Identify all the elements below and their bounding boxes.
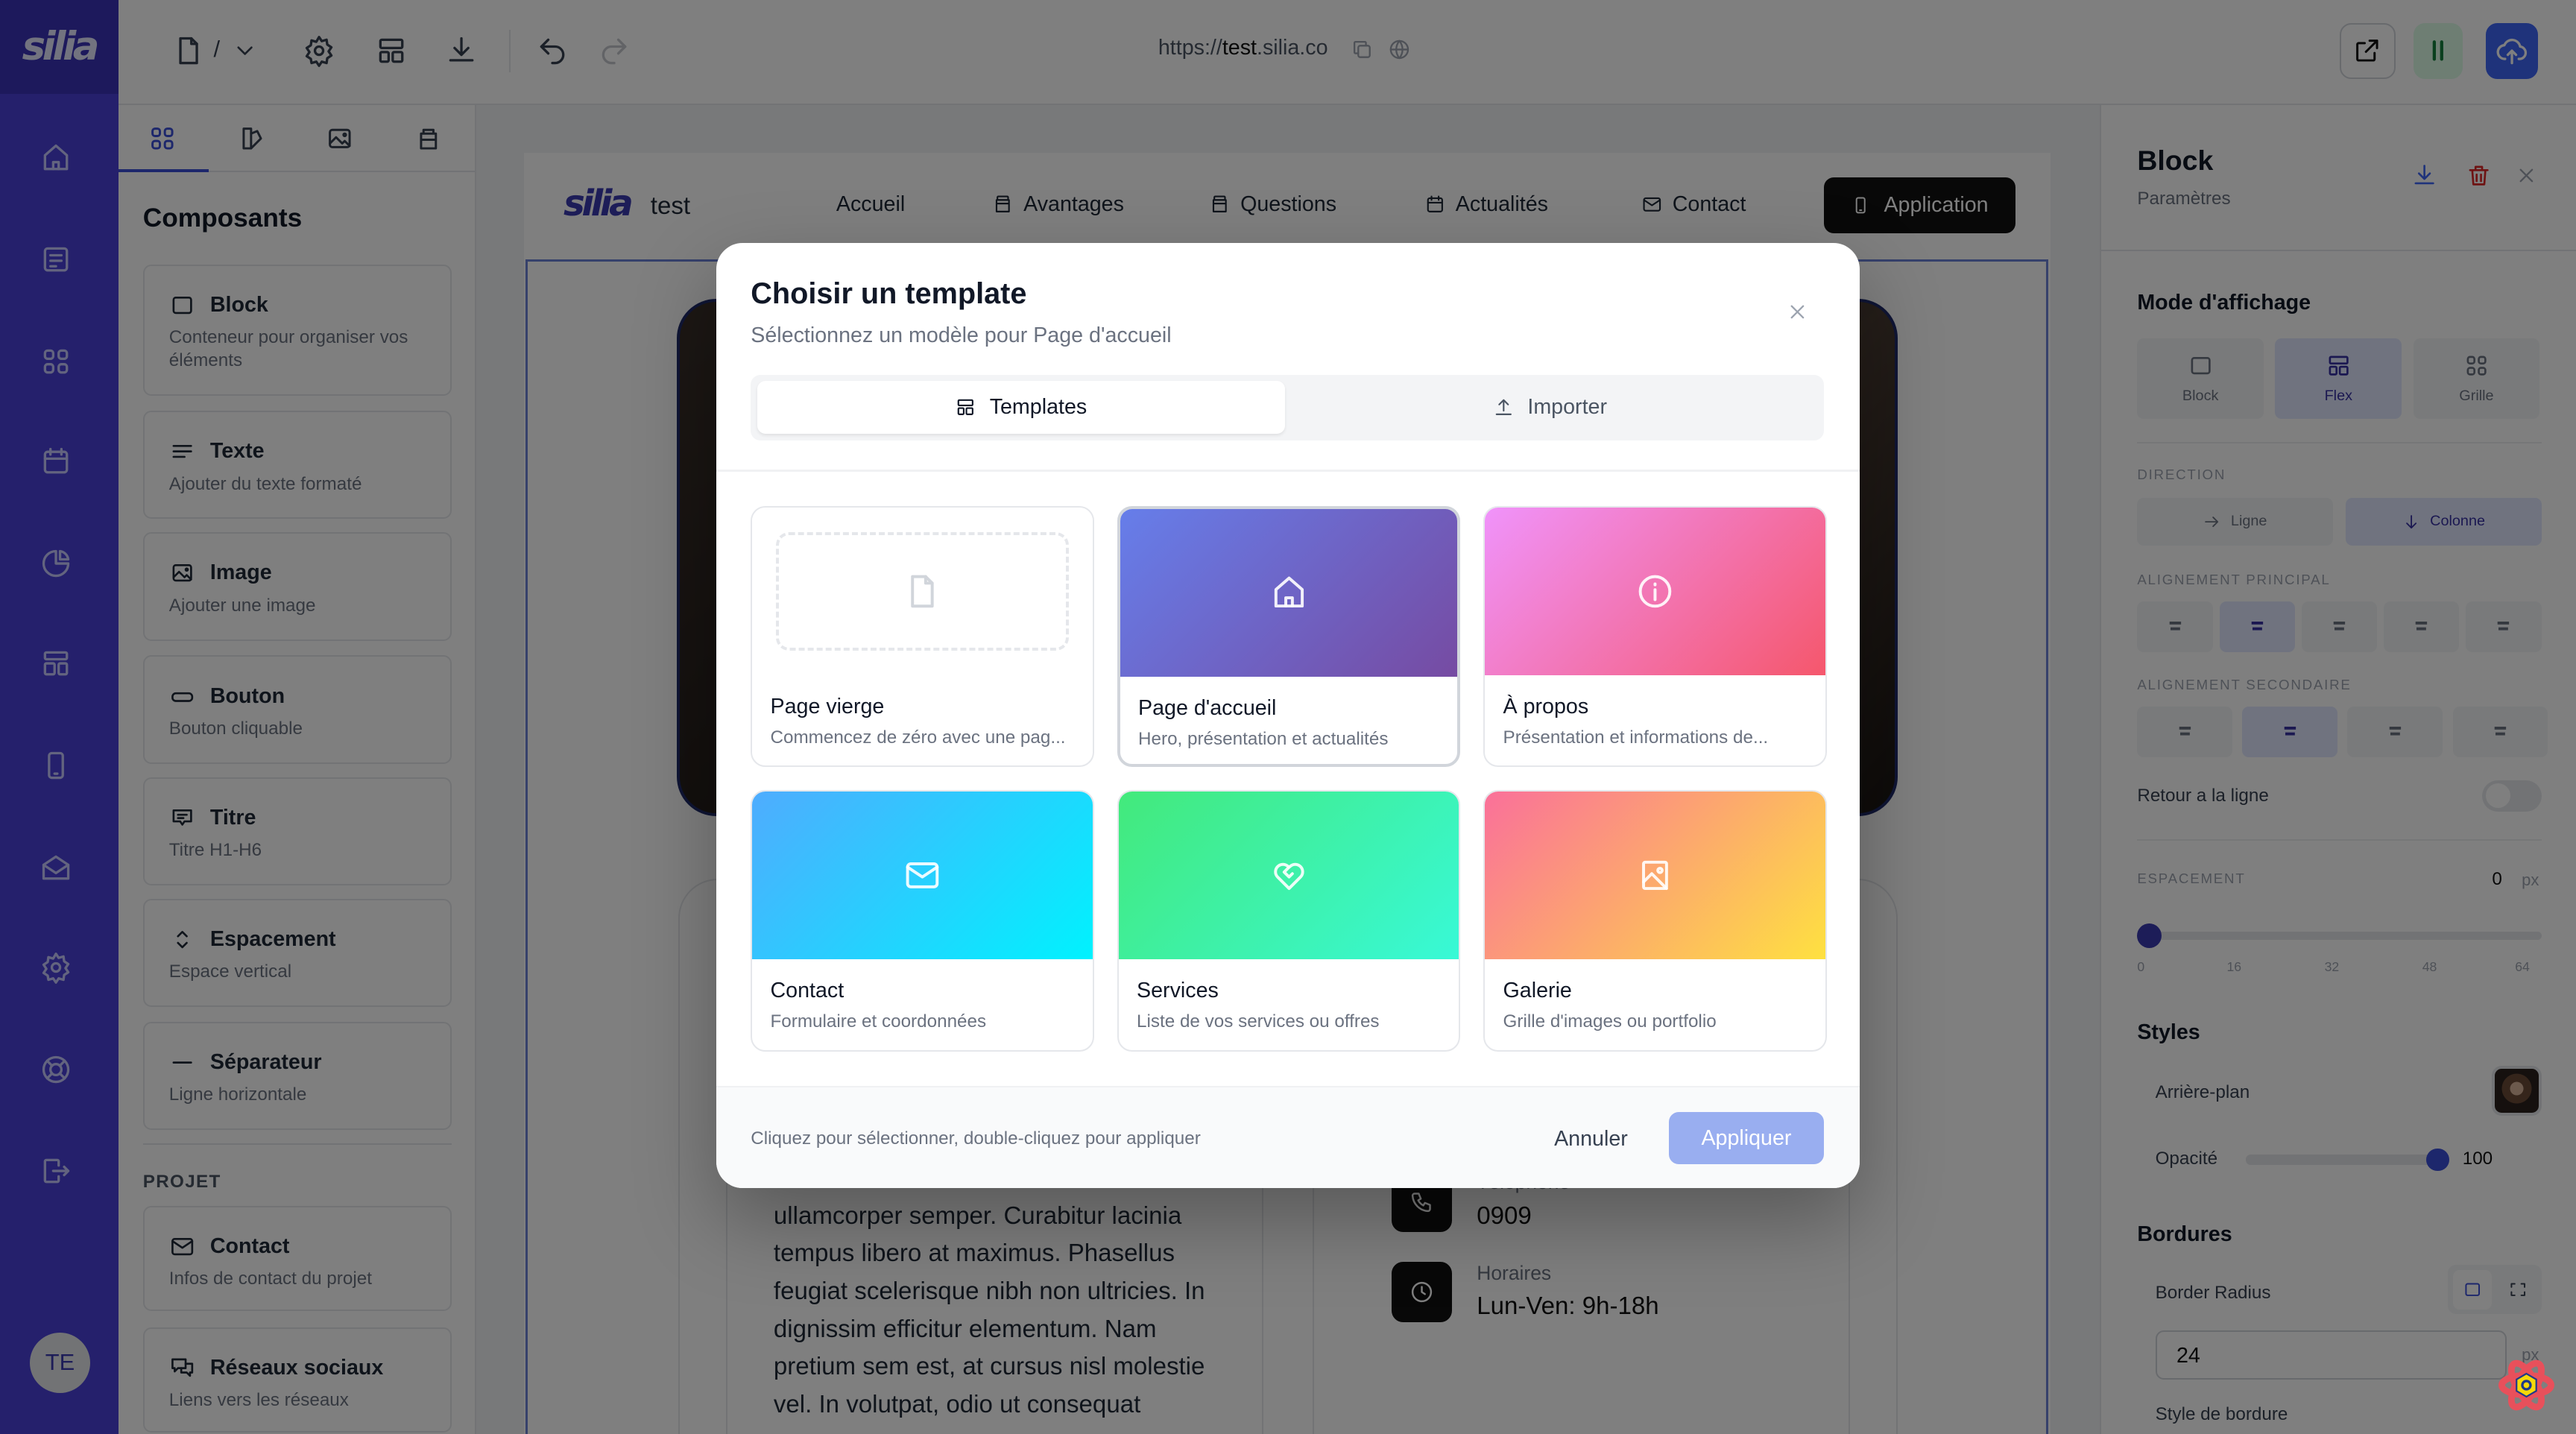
template-modal: Choisir un template Sélectionnez un modè… [716, 243, 1860, 1188]
home-icon [1269, 573, 1309, 613]
template-name: Galerie [1503, 979, 1572, 1003]
template-card[interactable]: À propos Présentation et informations de.… [1483, 505, 1827, 768]
info-icon [1635, 572, 1675, 611]
template-desc: Grille d'images ou portfolio [1503, 1011, 1717, 1032]
react-devtools-icon[interactable] [2498, 1357, 2555, 1413]
modal-tabs: Templates Importer [751, 374, 1824, 440]
template-card[interactable]: Services Liste de vos services ou offres [1117, 790, 1461, 1052]
template-card[interactable]: Page vierge Commencez de zéro avec une pa… [751, 505, 1094, 768]
template-desc: Commencez de zéro avec une pag... [770, 727, 1066, 748]
template-thumbnail [1120, 508, 1458, 677]
modal-hint: Cliquez pour sélectionner, double-clique… [751, 1128, 1201, 1149]
template-thumbnail [1485, 792, 1825, 959]
template-name: Page vierge [770, 695, 885, 719]
template-thumbnail [752, 507, 1093, 675]
cancel-button[interactable]: Annuler [1554, 1126, 1628, 1151]
template-name: Contact [770, 979, 845, 1003]
template-thumbnail [752, 792, 1093, 959]
upload-icon [1493, 397, 1515, 418]
template-thumbnail [1118, 792, 1459, 959]
template-card[interactable]: Page d'accueil Hero, présentation et actu… [1117, 505, 1461, 768]
template-card[interactable]: Galerie Grille d'images ou portfolio [1483, 790, 1827, 1052]
template-desc: Hero, présentation et actualités [1138, 729, 1389, 750]
close-icon[interactable] [1786, 300, 1809, 323]
template-desc: Formulaire et coordonnées [770, 1011, 987, 1032]
modal-tab-templates[interactable]: Templates [757, 381, 1285, 434]
template-card[interactable]: Contact Formulaire et coordonnées [751, 790, 1094, 1052]
template-desc: Liste de vos services ou offres [1137, 1011, 1380, 1032]
template-name: Page d'accueil [1138, 696, 1277, 721]
template-thumbnail [1485, 507, 1825, 675]
modal-tab-importer[interactable]: Importer [1287, 381, 1814, 434]
template-name: À propos [1503, 695, 1589, 719]
tab-label: Templates [989, 395, 1087, 420]
file-icon [903, 572, 942, 611]
modal-title: Choisir un template [751, 277, 1027, 311]
template-name: Services [1137, 979, 1219, 1003]
template-desc: Présentation et informations de... [1503, 727, 1769, 748]
modal-divider [716, 470, 1860, 472]
layout-icon [955, 397, 976, 418]
gallery-icon [1635, 856, 1675, 895]
heart-handshake-icon [1269, 856, 1309, 895]
tab-label: Importer [1527, 395, 1607, 420]
apply-button[interactable]: Appliquer [1669, 1111, 1824, 1165]
modal-subtitle: Sélectionnez un modèle pour Page d'accue… [751, 323, 1172, 348]
mail-icon [903, 856, 942, 895]
modal-footer: Cliquez pour sélectionner, double-clique… [716, 1085, 1860, 1188]
